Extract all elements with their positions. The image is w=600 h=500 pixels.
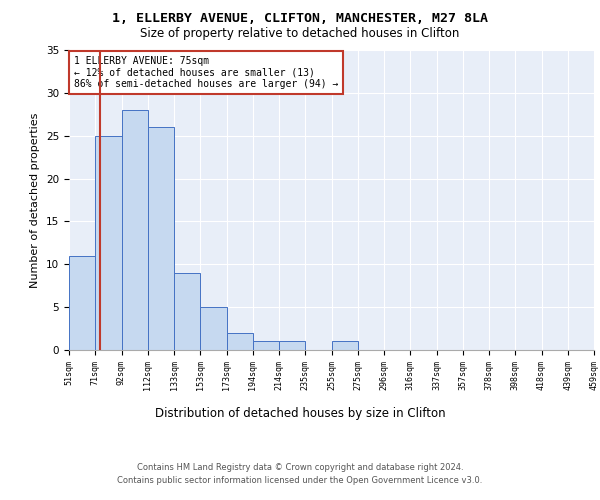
- Text: 1, ELLERBY AVENUE, CLIFTON, MANCHESTER, M27 8LA: 1, ELLERBY AVENUE, CLIFTON, MANCHESTER, …: [112, 12, 488, 26]
- Text: Distribution of detached houses by size in Clifton: Distribution of detached houses by size …: [155, 408, 445, 420]
- Bar: [200, 307, 227, 350]
- Bar: [279, 342, 305, 350]
- Text: 1 ELLERBY AVENUE: 75sqm
← 12% of detached houses are smaller (13)
86% of semi-de: 1 ELLERBY AVENUE: 75sqm ← 12% of detache…: [74, 56, 338, 89]
- Bar: [95, 136, 121, 350]
- Bar: [174, 273, 200, 350]
- Bar: [331, 342, 358, 350]
- Y-axis label: Number of detached properties: Number of detached properties: [31, 112, 40, 288]
- Text: Contains HM Land Registry data © Crown copyright and database right 2024.: Contains HM Land Registry data © Crown c…: [137, 462, 463, 471]
- Text: Size of property relative to detached houses in Clifton: Size of property relative to detached ho…: [140, 28, 460, 40]
- Bar: [148, 127, 174, 350]
- Bar: [121, 110, 148, 350]
- Bar: [253, 342, 279, 350]
- Text: Contains public sector information licensed under the Open Government Licence v3: Contains public sector information licen…: [118, 476, 482, 485]
- Bar: [227, 333, 253, 350]
- Bar: [69, 256, 95, 350]
